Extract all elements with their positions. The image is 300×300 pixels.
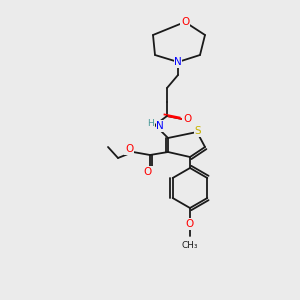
Text: O: O	[144, 167, 152, 177]
Text: O: O	[183, 114, 191, 124]
Text: O: O	[186, 219, 194, 229]
Text: N: N	[156, 121, 164, 131]
Text: H: H	[148, 118, 154, 127]
Text: O: O	[181, 17, 189, 27]
Text: S: S	[195, 126, 201, 136]
Text: O: O	[125, 144, 133, 154]
Text: CH₃: CH₃	[182, 241, 198, 250]
Text: N: N	[174, 57, 182, 67]
